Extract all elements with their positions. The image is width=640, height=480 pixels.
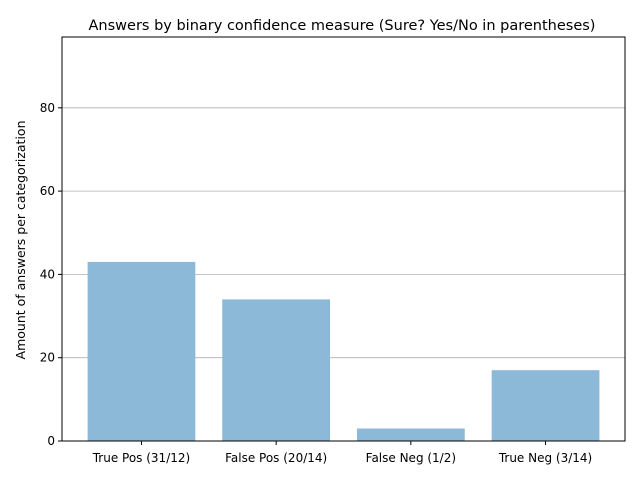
x-tick-label: False Pos (20/14) xyxy=(225,451,327,465)
bar-2 xyxy=(356,428,465,441)
y-tick-label: 0 xyxy=(47,434,55,448)
bar-1 xyxy=(222,299,331,441)
bar-0 xyxy=(87,261,196,441)
y-tick-label: 60 xyxy=(40,184,55,198)
y-tick-label: 40 xyxy=(40,267,55,281)
x-tick-label: True Pos (31/12) xyxy=(92,451,190,465)
bars xyxy=(87,261,600,441)
y-tick-label: 20 xyxy=(40,351,55,365)
y-axis-ticks: 0 20 40 60 80 xyxy=(40,101,62,448)
x-tick-label: False Neg (1/2) xyxy=(366,451,456,465)
y-tick-label: 80 xyxy=(40,101,55,115)
x-axis-ticks: True Pos (31/12) False Pos (20/14) False N… xyxy=(92,441,592,465)
bar-3 xyxy=(491,370,600,441)
x-tick-label: True Neg (3/14) xyxy=(498,451,592,465)
y-axis-label: Amount of answers per categorization xyxy=(13,121,28,360)
chart-title: Answers by binary confidence measure (Su… xyxy=(89,18,596,34)
plot-frame xyxy=(61,36,626,442)
